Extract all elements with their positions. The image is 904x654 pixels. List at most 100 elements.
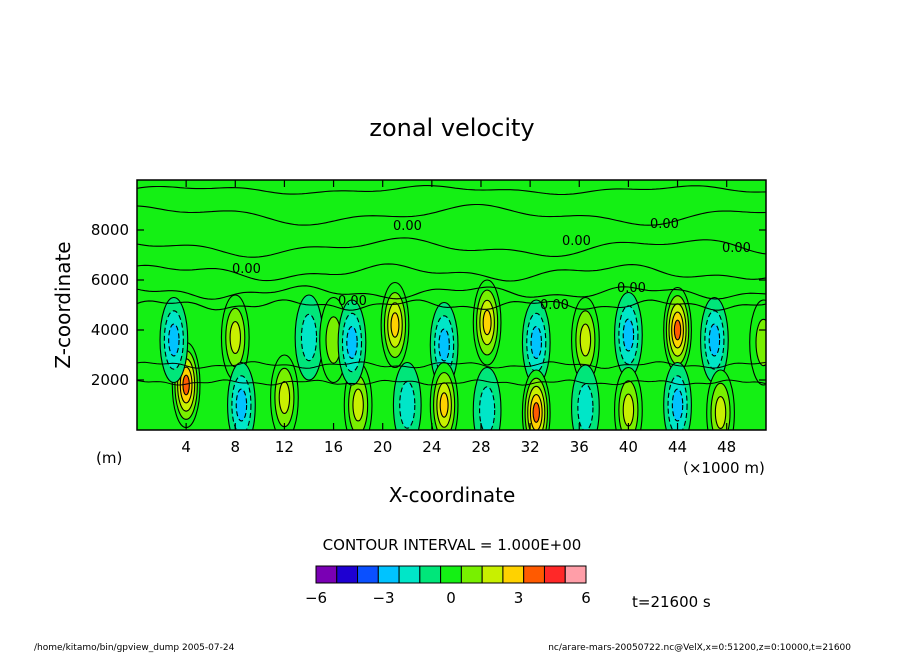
time-label: t=21600 s bbox=[632, 593, 711, 611]
region-level bbox=[622, 393, 635, 427]
region-level bbox=[708, 323, 721, 357]
colorbar-swatch bbox=[460, 565, 483, 584]
x-multiplier-label: (×1000 m) bbox=[683, 459, 765, 477]
region-level bbox=[229, 321, 242, 354]
zero-contour bbox=[137, 263, 766, 282]
region-level bbox=[352, 388, 364, 422]
colorbar-swatch bbox=[419, 565, 442, 584]
plot-frame bbox=[136, 179, 767, 431]
velocity-region bbox=[294, 294, 324, 381]
x-tick-label: 16 bbox=[324, 438, 343, 456]
colorbar-swatch bbox=[357, 565, 379, 584]
zero-contour-label: 0.00 bbox=[393, 219, 422, 234]
velocity-region bbox=[220, 294, 250, 381]
colorbar-tick-label: 3 bbox=[514, 589, 524, 607]
velocity-region bbox=[392, 361, 422, 430]
zero-contour-label: 0.00 bbox=[722, 241, 751, 256]
contour-lines bbox=[137, 185, 766, 386]
colorbar-tick-label: −3 bbox=[372, 589, 394, 607]
velocity-region bbox=[171, 341, 201, 429]
region-level bbox=[390, 312, 400, 338]
zero-contour-label: 0.00 bbox=[338, 294, 367, 309]
colorbar-swatch bbox=[440, 565, 462, 584]
zero-contour bbox=[137, 361, 766, 369]
velocity-region bbox=[337, 299, 367, 386]
x-tick-label: 36 bbox=[570, 438, 589, 456]
region-level bbox=[300, 313, 318, 362]
y-axis: 2000 4000 6000 8000 bbox=[91, 221, 766, 389]
region-level bbox=[622, 318, 635, 352]
region-level bbox=[714, 396, 727, 429]
x-unit-label: (m) bbox=[96, 449, 122, 467]
velocity-region bbox=[472, 366, 502, 430]
colorbar-swatch bbox=[564, 565, 587, 584]
colorbar-tick-label: 6 bbox=[581, 589, 591, 607]
colorbar-tick-label: −6 bbox=[305, 589, 327, 607]
velocity-region bbox=[380, 281, 410, 369]
colorbar-swatch bbox=[398, 565, 421, 584]
region-level bbox=[579, 323, 592, 357]
region-level bbox=[532, 402, 541, 423]
zero-contour-label: 0.00 bbox=[650, 217, 679, 232]
zero-contour-label: 0.00 bbox=[232, 262, 261, 277]
colorbar-swatch bbox=[523, 565, 545, 584]
zero-contour-label: 0.00 bbox=[540, 298, 569, 313]
colorbar-ticks: −6 −3 0 3 6 bbox=[305, 589, 591, 607]
velocity-region bbox=[227, 361, 256, 430]
region-level bbox=[439, 392, 449, 418]
x-tick-label: 8 bbox=[231, 438, 241, 456]
velocity-region bbox=[472, 279, 502, 366]
region-level bbox=[671, 388, 684, 422]
x-tick-label: 32 bbox=[521, 438, 540, 456]
region-level bbox=[479, 386, 496, 430]
velocity-region bbox=[749, 299, 766, 386]
velocity-region bbox=[159, 296, 189, 384]
velocity-region bbox=[270, 354, 299, 430]
velocity-region bbox=[429, 301, 459, 389]
colorbar-swatch bbox=[336, 565, 359, 584]
x-tick-label: 20 bbox=[373, 438, 392, 456]
colorbar-swatch bbox=[481, 565, 504, 584]
velocity-region bbox=[663, 361, 692, 430]
zero-contour bbox=[137, 299, 766, 311]
velocity-region bbox=[706, 369, 735, 430]
x-tick-label: 12 bbox=[275, 438, 294, 456]
velocity-region bbox=[700, 296, 729, 384]
region-level bbox=[755, 318, 766, 367]
chart-title: zonal velocity bbox=[369, 114, 534, 142]
zero-labels: 0.00 0.00 0.00 0.00 0.00 0.00 0.00 0.00 bbox=[232, 217, 751, 313]
region-level bbox=[438, 328, 450, 362]
zero-contour-label: 0.00 bbox=[617, 281, 646, 296]
x-tick-label: 44 bbox=[668, 438, 687, 456]
region-level bbox=[235, 388, 248, 422]
zero-contour bbox=[137, 285, 766, 300]
region-level bbox=[673, 319, 682, 341]
y-tick-label: 6000 bbox=[91, 271, 129, 289]
zero-contour-label: 0.00 bbox=[562, 234, 591, 249]
x-tick-label: 24 bbox=[422, 438, 441, 456]
velocity-region bbox=[614, 366, 643, 430]
x-tick-label: 4 bbox=[181, 438, 191, 456]
region-level bbox=[278, 381, 291, 414]
y-tick-label: 2000 bbox=[91, 371, 129, 389]
colorbar-swatch bbox=[543, 565, 566, 584]
field-layer bbox=[137, 180, 766, 430]
colorbar-swatch bbox=[315, 565, 338, 584]
region-level bbox=[168, 323, 180, 357]
x-tick-label: 48 bbox=[717, 438, 736, 456]
colorbar-swatch bbox=[377, 565, 400, 584]
velocity-region bbox=[521, 369, 551, 430]
x-axis-title: X-coordinate bbox=[389, 483, 516, 507]
colorbar-swatch bbox=[502, 565, 525, 584]
region-level bbox=[482, 309, 492, 336]
y-tick-label: 8000 bbox=[91, 221, 129, 239]
y-tick-label: 4000 bbox=[91, 321, 129, 339]
zero-contour bbox=[137, 185, 766, 196]
zero-contour bbox=[137, 203, 766, 226]
contour-interval-text: CONTOUR INTERVAL = 1.000E+00 bbox=[323, 536, 582, 554]
zero-contour bbox=[137, 379, 766, 386]
region-level bbox=[530, 326, 543, 359]
velocity-region bbox=[663, 286, 692, 374]
x-tick-label: 28 bbox=[471, 438, 490, 456]
